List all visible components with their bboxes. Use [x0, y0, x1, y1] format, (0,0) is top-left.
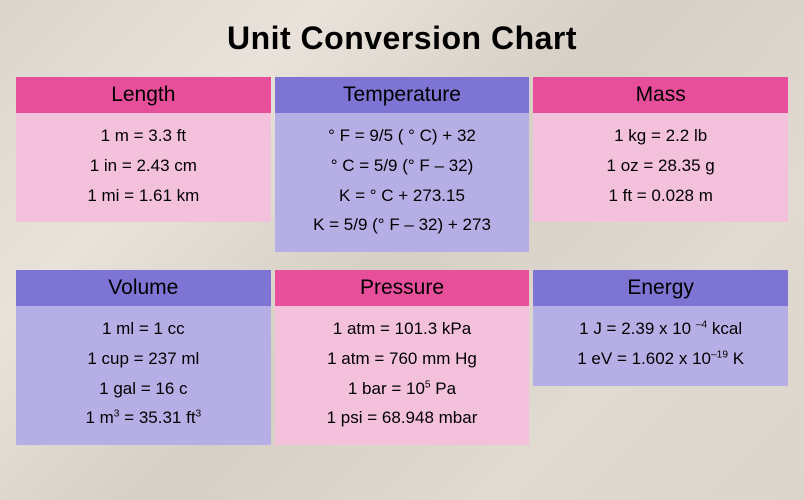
conversion-line: 1 atm = 760 mm Hg: [295, 344, 510, 374]
conversion-line: 1 gal = 16 c: [36, 374, 251, 404]
conversion-line: 1 psi = 68.948 mbar: [295, 403, 510, 433]
conversion-line: 1 eV = 1.602 x 10–19 K: [553, 344, 768, 374]
panel-energy-body: 1 J = 2.39 x 10 –4 kcal 1 eV = 1.602 x 1…: [533, 306, 788, 386]
panel-mass-header: Mass: [533, 77, 788, 113]
panel-volume: Volume 1 ml = 1 cc 1 cup = 237 ml 1 gal …: [16, 270, 271, 445]
panel-mass: Mass 1 kg = 2.2 lb 1 oz = 28.35 g 1 ft =…: [533, 77, 788, 252]
conversion-line: 1 atm = 101.3 kPa: [295, 314, 510, 344]
panel-mass-body: 1 kg = 2.2 lb 1 oz = 28.35 g 1 ft = 0.02…: [533, 113, 788, 222]
grid-row-2: Volume 1 ml = 1 cc 1 cup = 237 ml 1 gal …: [14, 270, 790, 445]
conversion-line: 1 J = 2.39 x 10 –4 kcal: [553, 314, 768, 344]
conversion-line: 1 m = 3.3 ft: [36, 121, 251, 151]
main-title: Unit Conversion Chart: [14, 20, 790, 57]
conversion-line: 1 oz = 28.35 g: [553, 151, 768, 181]
panel-energy: Energy 1 J = 2.39 x 10 –4 kcal 1 eV = 1.…: [533, 270, 788, 445]
conversion-line: K = 5/9 (° F – 32) + 273: [295, 210, 510, 240]
conversion-line: 1 ml = 1 cc: [36, 314, 251, 344]
panel-volume-body: 1 ml = 1 cc 1 cup = 237 ml 1 gal = 16 c …: [16, 306, 271, 445]
conversion-line: 1 bar = 105 Pa: [295, 374, 510, 404]
conversion-line: 1 cup = 237 ml: [36, 344, 251, 374]
conversion-line: ° C = 5/9 (° F – 32): [295, 151, 510, 181]
conversion-line: 1 mi = 1.61 km: [36, 181, 251, 211]
conversion-line: K = ° C + 273.15: [295, 181, 510, 211]
conversion-line: 1 ft = 0.028 m: [553, 181, 768, 211]
panel-pressure-body: 1 atm = 101.3 kPa 1 atm = 760 mm Hg 1 ba…: [275, 306, 530, 445]
panel-temperature-header: Temperature: [275, 77, 530, 113]
panel-length-header: Length: [16, 77, 271, 113]
conversion-line: 1 kg = 2.2 lb: [553, 121, 768, 151]
panel-temperature-body: ° F = 9/5 ( ° C) + 32 ° C = 5/9 (° F – 3…: [275, 113, 530, 252]
conversion-line: 1 m3 = 35.31 ft3: [36, 403, 251, 433]
panel-energy-header: Energy: [533, 270, 788, 306]
panel-pressure: Pressure 1 atm = 101.3 kPa 1 atm = 760 m…: [275, 270, 530, 445]
panel-volume-header: Volume: [16, 270, 271, 306]
panel-length: Length 1 m = 3.3 ft 1 in = 2.43 cm 1 mi …: [16, 77, 271, 252]
chart-container: Unit Conversion Chart Length 1 m = 3.3 f…: [0, 0, 804, 500]
panel-pressure-header: Pressure: [275, 270, 530, 306]
panel-length-body: 1 m = 3.3 ft 1 in = 2.43 cm 1 mi = 1.61 …: [16, 113, 271, 222]
conversion-line: ° F = 9/5 ( ° C) + 32: [295, 121, 510, 151]
panel-temperature: Temperature ° F = 9/5 ( ° C) + 32 ° C = …: [275, 77, 530, 252]
conversion-line: 1 in = 2.43 cm: [36, 151, 251, 181]
grid-row-1: Length 1 m = 3.3 ft 1 in = 2.43 cm 1 mi …: [14, 77, 790, 252]
